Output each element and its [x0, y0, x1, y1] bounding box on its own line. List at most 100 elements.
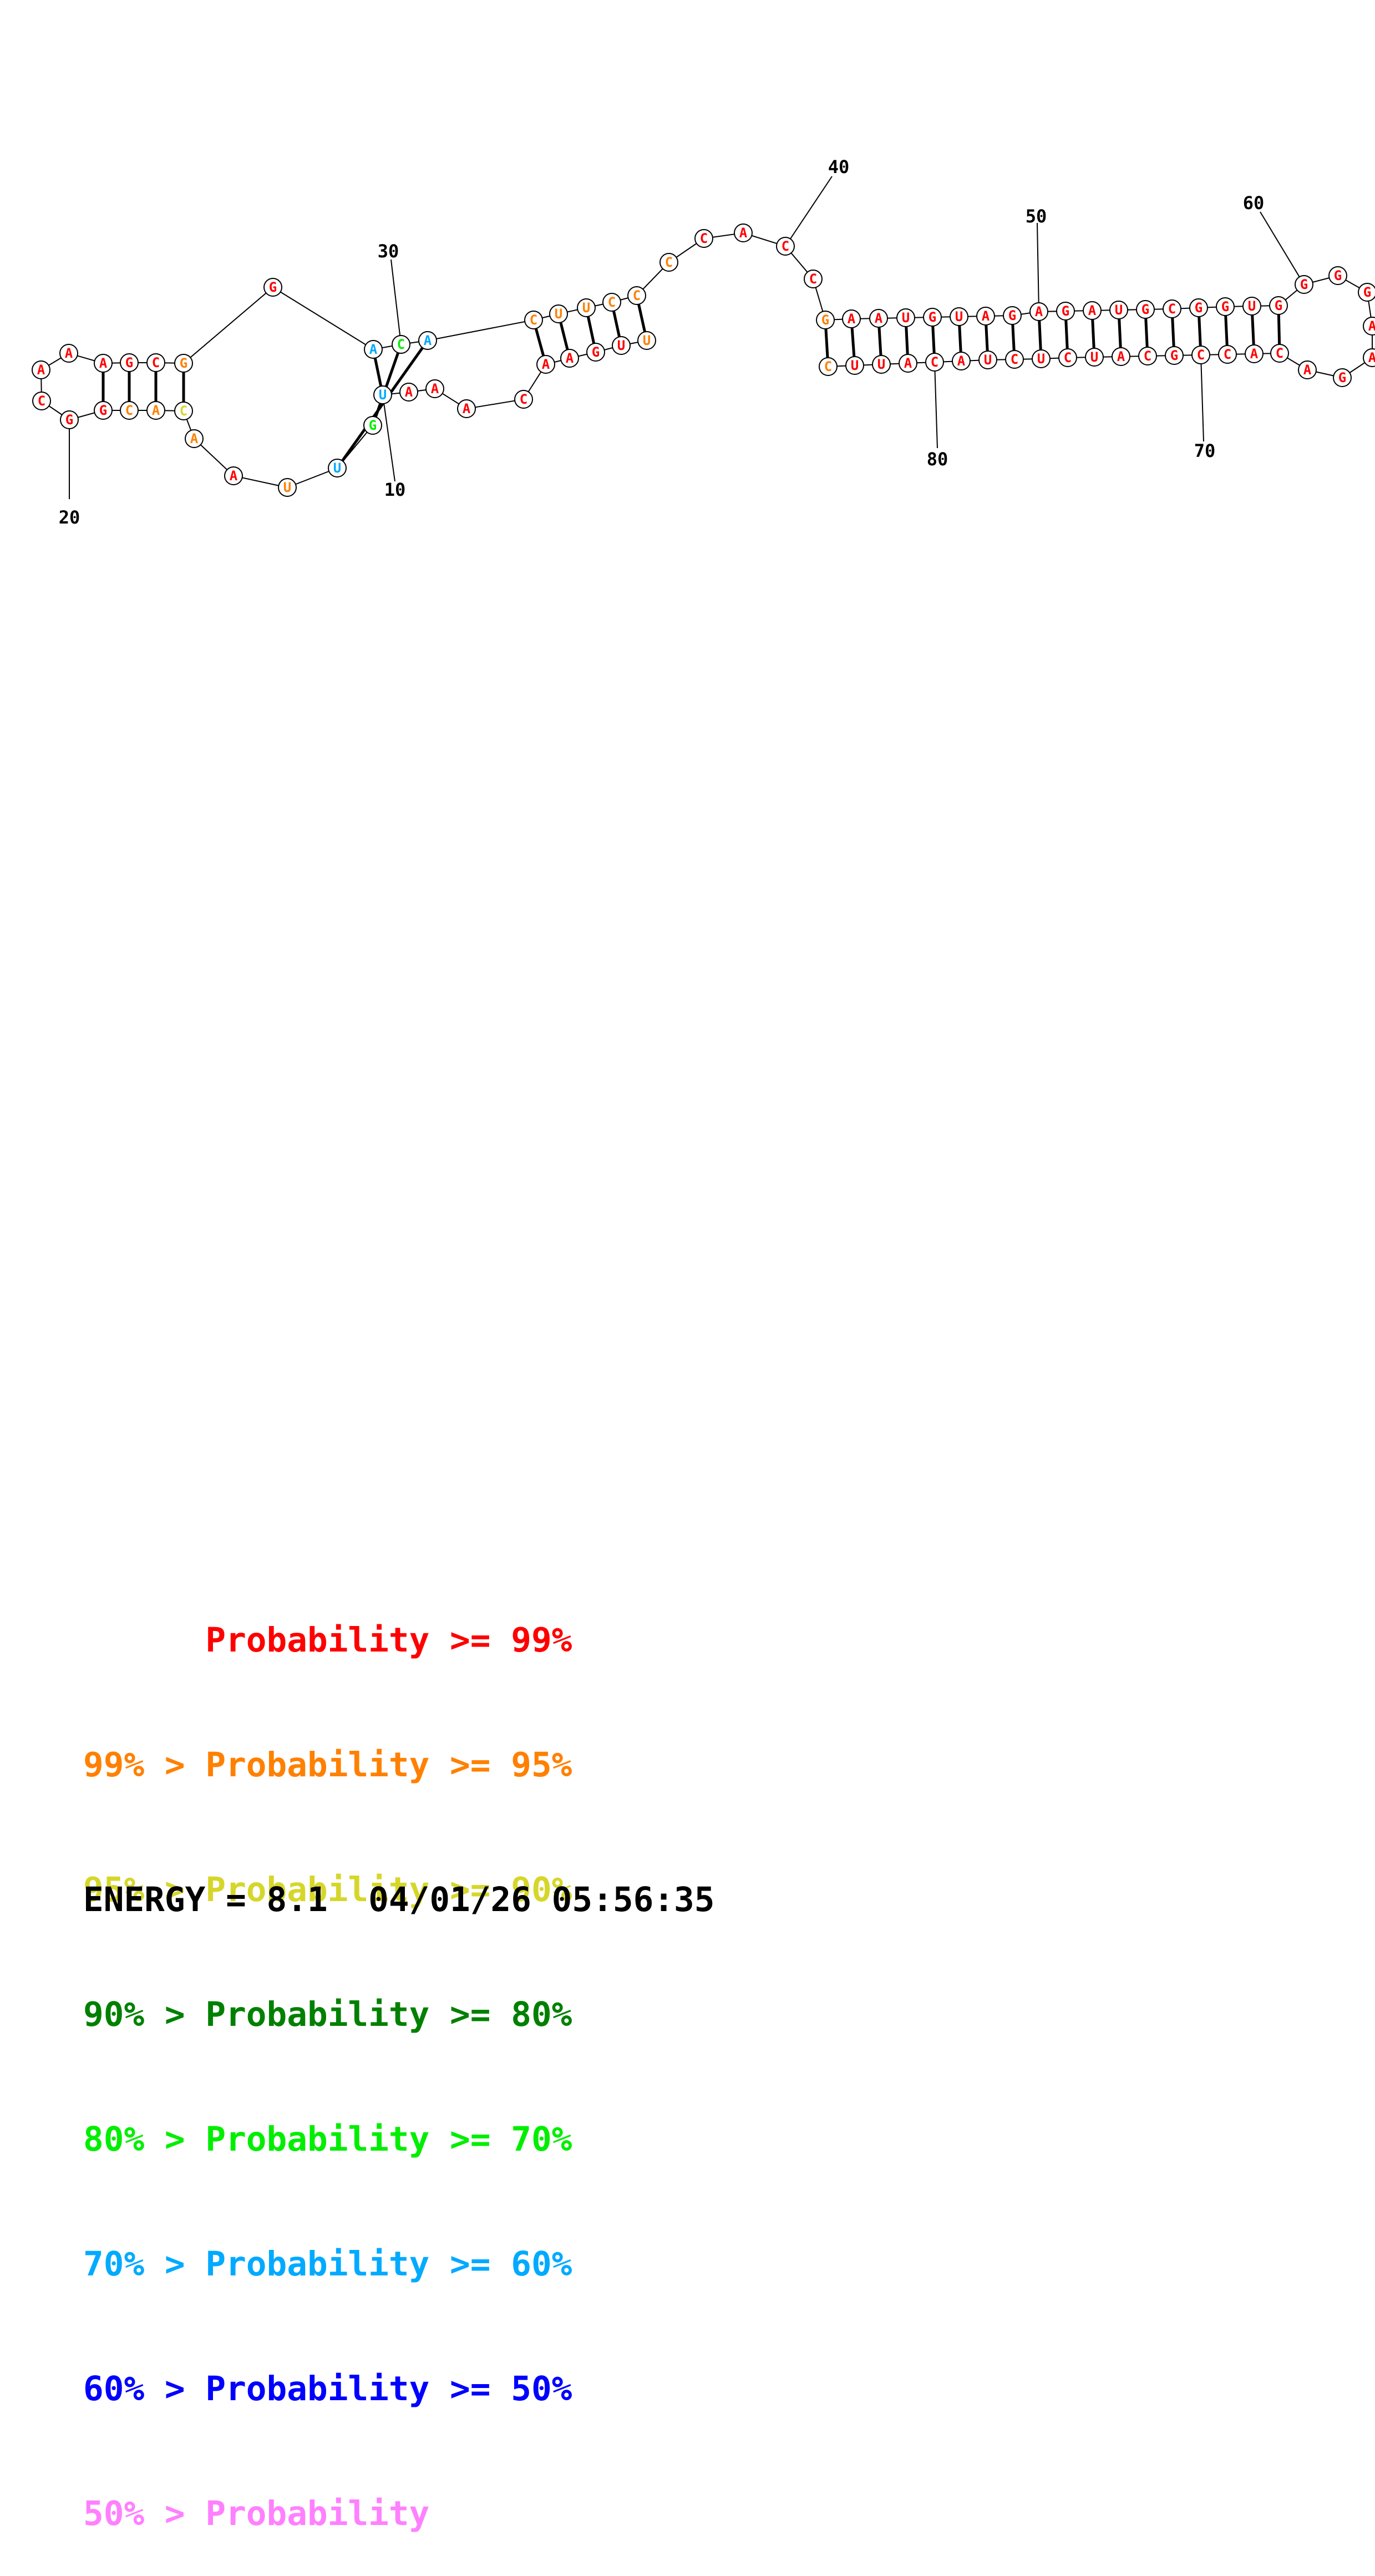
nucleotide: U	[612, 336, 631, 355]
nucleotide: A	[418, 331, 437, 350]
nucleotide-letter: A	[424, 333, 432, 348]
nucleotide-letter: C	[530, 312, 537, 328]
nucleotide: G	[1269, 296, 1288, 315]
nucleotide-letter: G	[1062, 303, 1069, 319]
nucleotide: U	[1032, 349, 1051, 368]
nucleotide-letter: C	[1064, 350, 1072, 365]
nucleotide-letter: G	[269, 280, 277, 295]
nucleotide-circle	[392, 335, 410, 354]
nucleotide-letter: U	[379, 387, 387, 403]
nucleotide-letter: U	[333, 460, 341, 476]
nucleotide-circle	[1189, 298, 1208, 317]
nucleotide: A	[1363, 317, 1375, 336]
nucleotide-letter: A	[1303, 362, 1312, 378]
nucleotide: C	[925, 353, 944, 372]
nucleotide-letter: A	[875, 311, 883, 326]
tick-label: 70	[1194, 440, 1216, 461]
nucleotide-letter: A	[739, 225, 748, 241]
nucleotide-letter: G	[1363, 284, 1371, 300]
nucleotide-circle	[1218, 345, 1237, 364]
base-pair-bond	[336, 339, 429, 469]
nucleotide-letter: U	[1115, 302, 1123, 318]
nucleotide-letter: A	[1250, 346, 1259, 362]
nucleotide: A	[952, 352, 971, 370]
nucleotide: C	[1005, 350, 1024, 369]
nucleotide-letter: C	[180, 403, 187, 419]
nucleotide-letter: G	[821, 312, 829, 328]
nucleotide-circle	[869, 309, 888, 328]
nucleotide: C	[514, 390, 533, 409]
nucleotide-letter: A	[230, 468, 238, 484]
nucleotide: A	[899, 354, 917, 373]
nucleotide-letter: C	[824, 359, 832, 374]
nucleotide-letter: C	[1197, 347, 1205, 363]
nucleotide-letter: G	[125, 355, 133, 370]
nucleotide-letter: U	[902, 310, 910, 326]
legend-row-p80: 90% > Probability >= 80%	[83, 1995, 572, 2034]
nucleotide: A	[1083, 301, 1102, 320]
nucleotide-circle	[94, 401, 113, 420]
nucleotide-circle	[457, 399, 476, 418]
nucleotide-circle	[32, 360, 50, 379]
nucleotide-circle	[1083, 301, 1102, 320]
nucleotide-letter: C	[1224, 347, 1231, 362]
nucleotide-letter: A	[848, 311, 856, 327]
nucleotide-circle	[899, 354, 917, 373]
nucleotide-letter: A	[99, 355, 108, 371]
nucleotide-circle	[1003, 306, 1022, 325]
nucleotide-circle	[120, 353, 139, 372]
nucleotide: G	[1056, 302, 1075, 321]
nucleotide: G	[94, 401, 113, 420]
nucleotide: U	[950, 307, 968, 326]
nucleotide-circle	[418, 331, 437, 350]
nucleotide-circle	[1216, 297, 1235, 316]
nucleotide-letter: C	[665, 255, 673, 270]
nucleotide-letter: A	[904, 355, 912, 371]
nucleotide-circle	[185, 429, 204, 448]
nucleotide: U	[978, 350, 997, 369]
nucleotide-circle	[1298, 360, 1317, 379]
nucleotide: G	[1358, 283, 1375, 302]
nucleotide-letter: C	[125, 403, 133, 418]
nucleotide-circle	[1363, 348, 1375, 367]
nucleotide-circle	[1136, 300, 1155, 319]
nucleotide: C	[659, 253, 678, 272]
nucleotide-letter: C	[931, 354, 938, 370]
nucleotide-letter: G	[1141, 302, 1149, 317]
nucleotide-circle	[734, 223, 753, 242]
nucleotide: C	[776, 237, 795, 256]
nucleotide-letter: A	[542, 357, 550, 372]
nucleotide-circle	[174, 402, 193, 420]
nucleotide-circle	[1363, 317, 1375, 336]
nucleotide-circle	[174, 354, 193, 373]
nucleotide-letter: U	[555, 306, 562, 322]
nucleotide-circle	[952, 352, 971, 370]
nucleotide-circle	[364, 340, 383, 359]
nucleotide-letter: G	[1170, 348, 1178, 363]
nucleotide-letter: U	[283, 480, 291, 495]
tick-line	[382, 394, 395, 482]
nucleotide: G	[1189, 298, 1208, 317]
tick-line	[390, 259, 402, 345]
nucleotide-circle	[1109, 301, 1128, 319]
nucleotide-circle	[1112, 347, 1130, 366]
nucleotide: C	[694, 229, 713, 248]
legend-row-p50: 60% > Probability >= 50%	[83, 2369, 572, 2409]
nucleotide: A	[842, 309, 861, 328]
nucleotide: U	[373, 385, 392, 404]
nucleotide: A	[976, 307, 995, 326]
nucleotide-letter: A	[190, 431, 199, 446]
nucleotide-circle	[602, 293, 621, 312]
nucleotide-circle	[524, 311, 543, 329]
nucleotide: A	[734, 223, 753, 242]
nucleotide: A	[32, 360, 50, 379]
nucleotide: G	[363, 416, 382, 435]
nucleotide-circle	[1029, 302, 1048, 321]
nucleotide-letter: A	[65, 346, 73, 361]
nucleotide-circle	[560, 349, 579, 368]
nucleotide-circle	[1242, 297, 1261, 316]
nucleotide: U	[872, 355, 891, 374]
nucleotide: A	[59, 344, 78, 363]
nucleotide-letter: G	[592, 344, 600, 360]
